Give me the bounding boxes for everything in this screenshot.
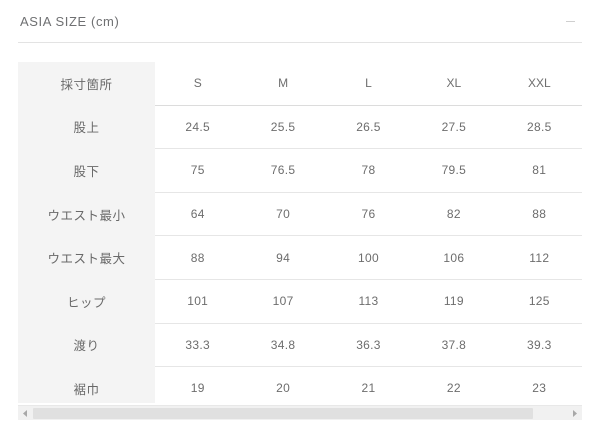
cell-value: 20 [240, 366, 326, 403]
column-header-xl: XL [411, 62, 497, 106]
chevron-right-icon[interactable] [567, 406, 582, 421]
cell-value: 34.8 [240, 323, 326, 368]
row-label: 股上 [18, 105, 155, 149]
cell-value: 101 [155, 279, 241, 324]
cell-value: 26.5 [325, 105, 412, 150]
cell-value: 100 [325, 235, 412, 280]
table-row: 股下 75 76.5 78 79.5 81 [18, 148, 582, 193]
cell-value: 79.5 [411, 148, 497, 193]
cell-value: 23 [496, 366, 582, 403]
cell-value: 76.5 [240, 148, 326, 193]
cell-value: 88 [155, 235, 241, 280]
cell-value: 78 [325, 148, 412, 193]
cell-value: 82 [411, 192, 497, 237]
page-title: ASIA SIZE (cm) [20, 13, 120, 29]
scrollbar-thumb[interactable] [33, 408, 533, 419]
cell-value: 27.5 [411, 105, 497, 150]
column-header-xxl: XXL [496, 62, 582, 106]
minus-icon[interactable] [562, 13, 578, 29]
row-label: ヒップ [18, 279, 155, 324]
size-table: 採寸箇所 S M L XL XXL 股上 24.5 25.5 26.5 27.5… [18, 62, 582, 403]
table-row: ウエスト最大 88 94 100 106 112 [18, 235, 582, 280]
cell-value: 39.3 [496, 323, 582, 368]
cell-value: 81 [496, 148, 582, 193]
cell-value: 28.5 [496, 105, 582, 150]
cell-value: 36.3 [325, 323, 412, 368]
cell-value: 22 [411, 366, 497, 403]
cell-value: 33.3 [155, 323, 241, 368]
cell-value: 64 [155, 192, 241, 237]
table-row: ウエスト最小 64 70 76 82 88 [18, 192, 582, 237]
row-label: 渡り [18, 323, 155, 367]
row-label: 裾巾 [18, 366, 155, 403]
cell-value: 24.5 [155, 105, 241, 150]
column-header-s: S [155, 62, 241, 106]
table-row: 裾巾 19 20 21 22 23 [18, 366, 582, 403]
cell-value: 106 [411, 235, 497, 280]
cell-value: 21 [325, 366, 412, 403]
cell-value: 70 [240, 192, 326, 237]
column-header-l: L [325, 62, 412, 106]
cell-value: 25.5 [240, 105, 326, 150]
table-row: 渡り 33.3 34.8 36.3 37.8 39.3 [18, 323, 582, 368]
cell-value: 125 [496, 279, 582, 324]
table-row: ヒップ 101 107 113 119 125 [18, 279, 582, 324]
size-table-scroll-region[interactable]: 採寸箇所 S M L XL XXL 股上 24.5 25.5 26.5 27.5… [18, 62, 582, 403]
cell-value: 75 [155, 148, 241, 193]
row-label: ウエスト最大 [18, 235, 155, 280]
cell-value: 112 [496, 235, 582, 280]
horizontal-scrollbar[interactable] [18, 405, 582, 420]
row-label: 股下 [18, 148, 155, 193]
cell-value: 19 [155, 366, 241, 403]
column-header-m: M [240, 62, 326, 106]
cell-value: 107 [240, 279, 326, 324]
panel-header: ASIA SIZE (cm) [0, 0, 600, 42]
cell-value: 76 [325, 192, 412, 237]
chevron-left-icon[interactable] [18, 406, 33, 421]
table-header-row: 採寸箇所 S M L XL XXL [18, 62, 582, 106]
column-header-label: 採寸箇所 [18, 62, 155, 106]
cell-value: 88 [496, 192, 582, 237]
row-label: ウエスト最小 [18, 192, 155, 236]
header-divider [18, 42, 582, 43]
cell-value: 113 [325, 279, 412, 324]
cell-value: 94 [240, 235, 326, 280]
cell-value: 37.8 [411, 323, 497, 368]
cell-value: 119 [411, 279, 497, 324]
table-row: 股上 24.5 25.5 26.5 27.5 28.5 [18, 105, 582, 150]
